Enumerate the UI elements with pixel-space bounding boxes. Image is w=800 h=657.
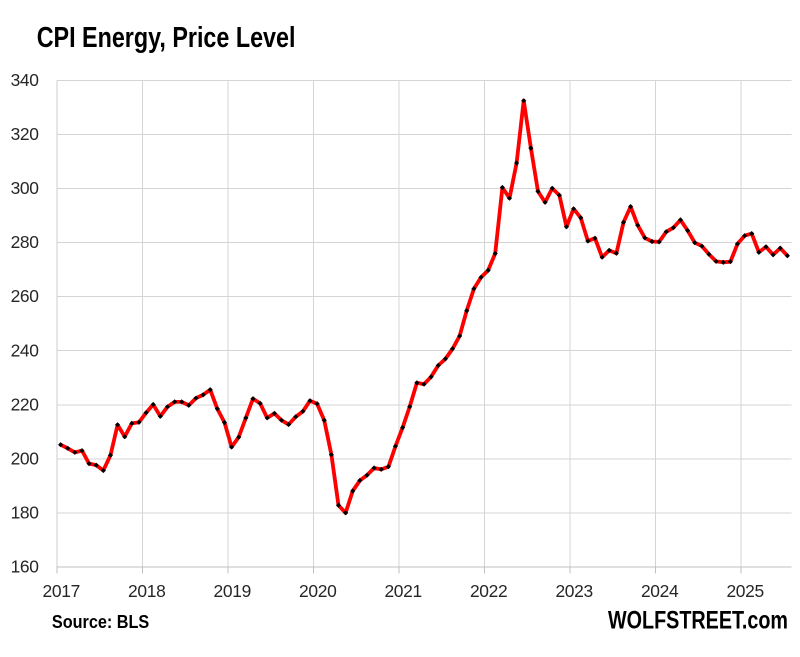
svg-text:2023: 2023	[555, 581, 593, 601]
svg-text:2019: 2019	[214, 581, 252, 601]
svg-text:280: 280	[11, 232, 39, 252]
svg-text:180: 180	[11, 503, 39, 523]
svg-text:WOLFSTREET.com: WOLFSTREET.com	[608, 607, 788, 634]
svg-text:320: 320	[11, 124, 39, 144]
svg-text:160: 160	[11, 557, 39, 577]
svg-text:2021: 2021	[384, 581, 422, 601]
svg-text:260: 260	[11, 286, 39, 306]
svg-text:Source: BLS: Source: BLS	[52, 611, 149, 632]
svg-text:2020: 2020	[299, 581, 337, 601]
svg-text:200: 200	[11, 448, 39, 468]
svg-text:2022: 2022	[470, 581, 508, 601]
svg-text:2024: 2024	[641, 581, 679, 601]
svg-text:2025: 2025	[726, 581, 764, 601]
svg-text:340: 340	[11, 70, 39, 90]
svg-text:CPI Energy, Price Level: CPI Energy, Price Level	[37, 22, 296, 54]
svg-text:220: 220	[11, 394, 39, 414]
svg-text:240: 240	[11, 340, 39, 360]
svg-text:300: 300	[11, 178, 39, 198]
svg-text:2018: 2018	[128, 581, 166, 601]
svg-text:2017: 2017	[43, 581, 81, 601]
